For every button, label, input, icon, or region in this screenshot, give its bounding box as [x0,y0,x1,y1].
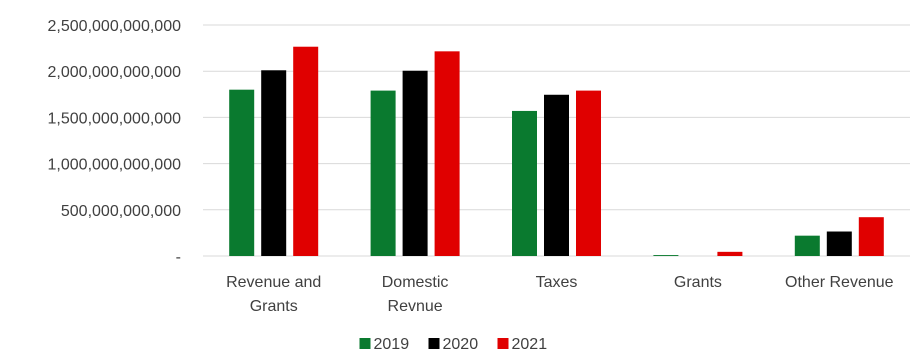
y-tick-label: 500,000,000,000 [61,203,181,220]
y-tick-label: 2,500,000,000,000 [48,18,182,35]
bar-2020 [544,94,569,257]
y-tick-label: 1,000,000,000,000 [48,157,182,174]
bar-2020 [261,70,287,256]
x-category-label: Domestic Revnue [382,274,449,315]
legend-label-2020: 2020 [443,336,479,352]
bar-2020 [402,70,428,256]
bar-2019 [370,90,396,256]
y-axis-tick-labels: - 500,000,000,000 1,000,000,000,000 1,500,0… [48,18,182,266]
bar-2019 [653,255,679,256]
legend-swatch-2019 [359,338,371,349]
x-category-label: Grants [674,274,722,291]
x-category-label-line: Grants [674,274,722,291]
y-tick-label: 1,500,000,000,000 [48,110,182,127]
x-category-label: Taxes [536,274,578,291]
x-category-label-line: Domestic [382,274,449,291]
bar-2019 [794,235,820,256]
bar-2021 [858,217,884,256]
y-tick-label: 2,000,000,000,000 [48,64,182,81]
x-category-label-line: Taxes [536,274,578,291]
x-axis-category-labels: Revenue and Grants Domestic Revnue Taxes Gran… [226,274,894,315]
x-category-label-line: Grants [250,298,298,315]
bar-2020 [826,231,852,256]
y-tick-label: - [176,249,181,266]
legend-label-2021: 2021 [512,336,548,352]
legend-label-2019: 2019 [374,336,410,352]
bar-2021 [293,46,319,256]
legend: 2019 2020 2021 [359,336,548,352]
bars [229,46,884,257]
x-category-label-line: Revenue and [226,274,321,291]
x-category-label-line: Revnue [388,298,443,315]
bar-2021 [576,90,601,256]
bar-2021 [434,51,460,256]
x-category-label-line: Other Revenue [785,274,894,291]
bar-2021 [717,251,743,256]
x-category-label: Other Revenue [785,274,894,291]
legend-swatch-2021 [497,338,509,349]
x-category-label: Revenue and Grants [226,274,321,315]
legend-swatch-2020 [428,338,440,349]
bar-2019 [512,110,537,256]
bar-2019 [229,89,255,257]
